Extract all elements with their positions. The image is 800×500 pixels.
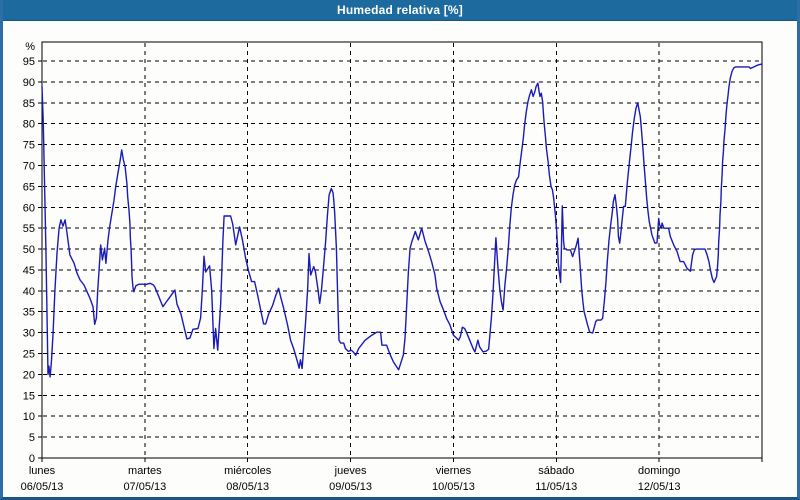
x-day-date-label: 11/05/13: [535, 481, 577, 493]
x-day-date-label: 09/05/13: [329, 481, 372, 493]
window-title-bar: Humedad relativa [%]: [3, 0, 797, 21]
y-tick-label: 25: [23, 349, 35, 361]
x-day-date-label: 08/05/13: [226, 481, 269, 493]
y-tick-label: 75: [23, 140, 35, 152]
y-tick-label: 35: [23, 307, 35, 319]
y-tick-label: 90: [23, 77, 35, 89]
y-tick-label: 50: [23, 244, 35, 256]
plot-frame: [41, 41, 763, 459]
x-day-name-label: jueves: [334, 465, 367, 477]
x-day-name-label: miércoles: [224, 465, 272, 477]
y-tick-label: 80: [23, 119, 35, 131]
humidity-series-line: [41, 63, 763, 378]
y-tick-label: 10: [23, 411, 35, 423]
y-tick-label: 0: [29, 453, 35, 465]
y-tick-label: 40: [23, 286, 35, 298]
x-day-date-label: 12/05/13: [638, 481, 681, 493]
page-title: Humedad relativa [%]: [336, 3, 464, 17]
x-day-date-label: 06/05/13: [21, 481, 64, 493]
x-day-name-label: martes: [128, 465, 162, 477]
x-day-date-label: 10/05/13: [432, 481, 475, 493]
humidity-chart: 0 5 10 15 20 25 30 35 40 45 50 55 60 65 70 75 80 85 90 95% l…: [21, 41, 763, 493]
x-day-name-label: sábado: [538, 465, 574, 477]
y-tick-label: 65: [23, 181, 35, 193]
y-tick-label: 60: [23, 202, 35, 214]
y-tick-label: 85: [23, 98, 35, 110]
y-tick-label: 15: [23, 390, 35, 402]
x-day-name-label: viernes: [436, 465, 472, 477]
y-axis-unit-label: %: [25, 41, 35, 53]
x-day-date-label: 07/05/13: [123, 481, 166, 493]
y-tick-label: 5: [29, 432, 35, 444]
y-tick-label: 30: [23, 328, 35, 340]
y-tick-label: 20: [23, 369, 35, 381]
y-tick-label: 70: [23, 160, 35, 172]
y-tick-label: 95: [23, 56, 35, 68]
y-tick-label: 55: [23, 223, 35, 235]
x-day-name-label: domingo: [638, 465, 680, 477]
y-tick-label: 45: [23, 265, 35, 277]
x-day-name-label: lunes: [29, 465, 56, 477]
